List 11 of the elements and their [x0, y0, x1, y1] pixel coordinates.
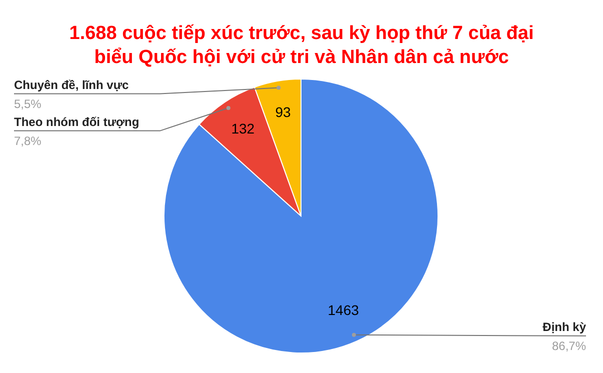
data-label: 1463 [328, 302, 360, 318]
text: 5,5% [14, 96, 42, 111]
text: 86,7% [552, 338, 586, 353]
pie-slice [164, 78, 438, 354]
chart-title: 1.688 cuộc tiếp xúc trước, sau kỳ họp thứ 7 của đại biểu Quốc hội với cử tri và Nhân dân cả nước [69, 23, 534, 68]
slice-label: Theo nhóm đối tượng [14, 114, 140, 129]
slice-label: Chuyên đề, lĩnh vực [14, 78, 130, 92]
text: 7,8% [14, 134, 42, 148]
data-label: 132 [231, 120, 255, 136]
data-label: 93 [275, 104, 292, 120]
slice-label: Định kỳ [542, 320, 586, 334]
